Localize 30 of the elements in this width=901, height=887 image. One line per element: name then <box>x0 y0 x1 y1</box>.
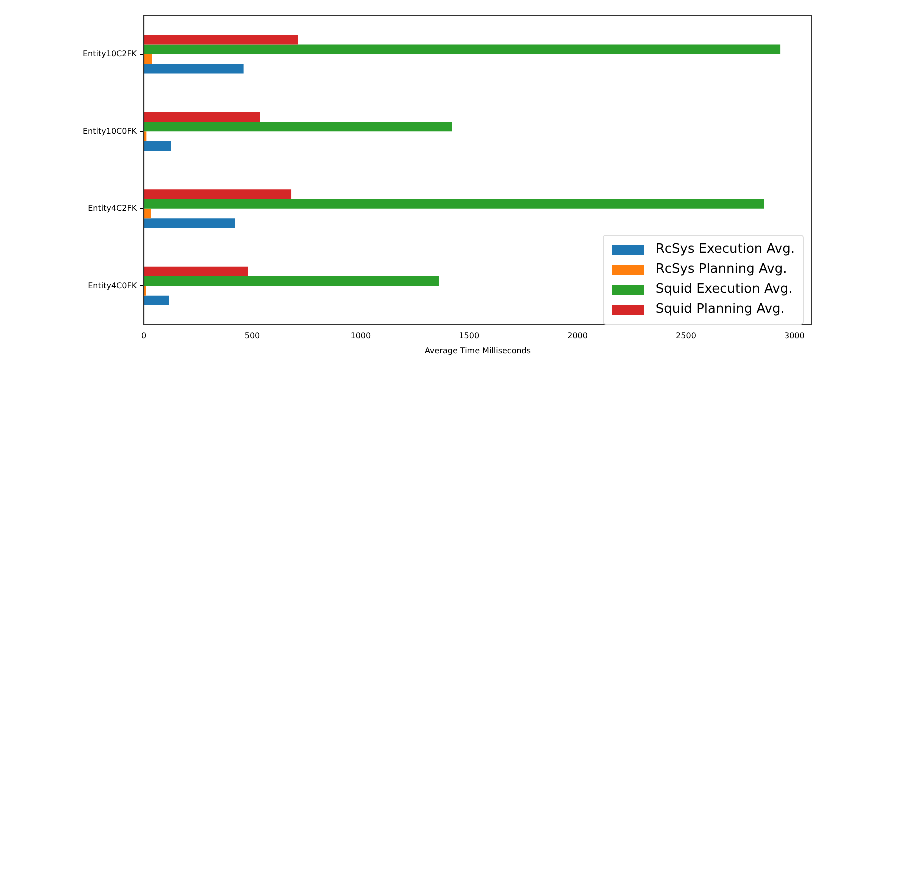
legend-label: RcSys Execution Avg. <box>656 242 795 258</box>
bar <box>144 141 172 151</box>
bar <box>144 218 236 228</box>
x-tick-label: 1500 <box>459 332 480 341</box>
y-tick-label: Entity10C0FK <box>82 126 138 136</box>
bar <box>144 44 781 54</box>
y-tick-label: Entity10C2FK <box>82 50 138 59</box>
legend-label: Squid Execution Avg. <box>656 282 793 298</box>
x-tick-label: 3000 <box>784 332 805 341</box>
x-axis-title: Average Time Milliseconds <box>425 346 532 356</box>
x-tick-label: 2000 <box>568 332 588 341</box>
bar <box>144 122 452 132</box>
bar <box>144 296 169 306</box>
x-tick-label: 0 <box>142 332 147 341</box>
y-tick-label: Entity4C2FK <box>88 204 138 214</box>
x-tick-label: 1000 <box>350 332 372 341</box>
bar <box>144 266 248 277</box>
bar <box>144 208 151 219</box>
bar <box>144 64 244 74</box>
bar <box>144 276 439 286</box>
legend-label: RcSys Planning Avg. <box>656 262 788 278</box>
x-tick-label: 500 <box>244 332 260 341</box>
y-tick-label: Entity4C0FK <box>88 281 138 290</box>
bar <box>144 35 298 45</box>
bar <box>144 190 292 200</box>
x-tick-label: 2500 <box>676 332 696 341</box>
bar <box>144 54 152 64</box>
legend-label: Squid Planning Avg. <box>656 302 785 318</box>
bar <box>144 199 764 209</box>
bar <box>144 112 260 122</box>
